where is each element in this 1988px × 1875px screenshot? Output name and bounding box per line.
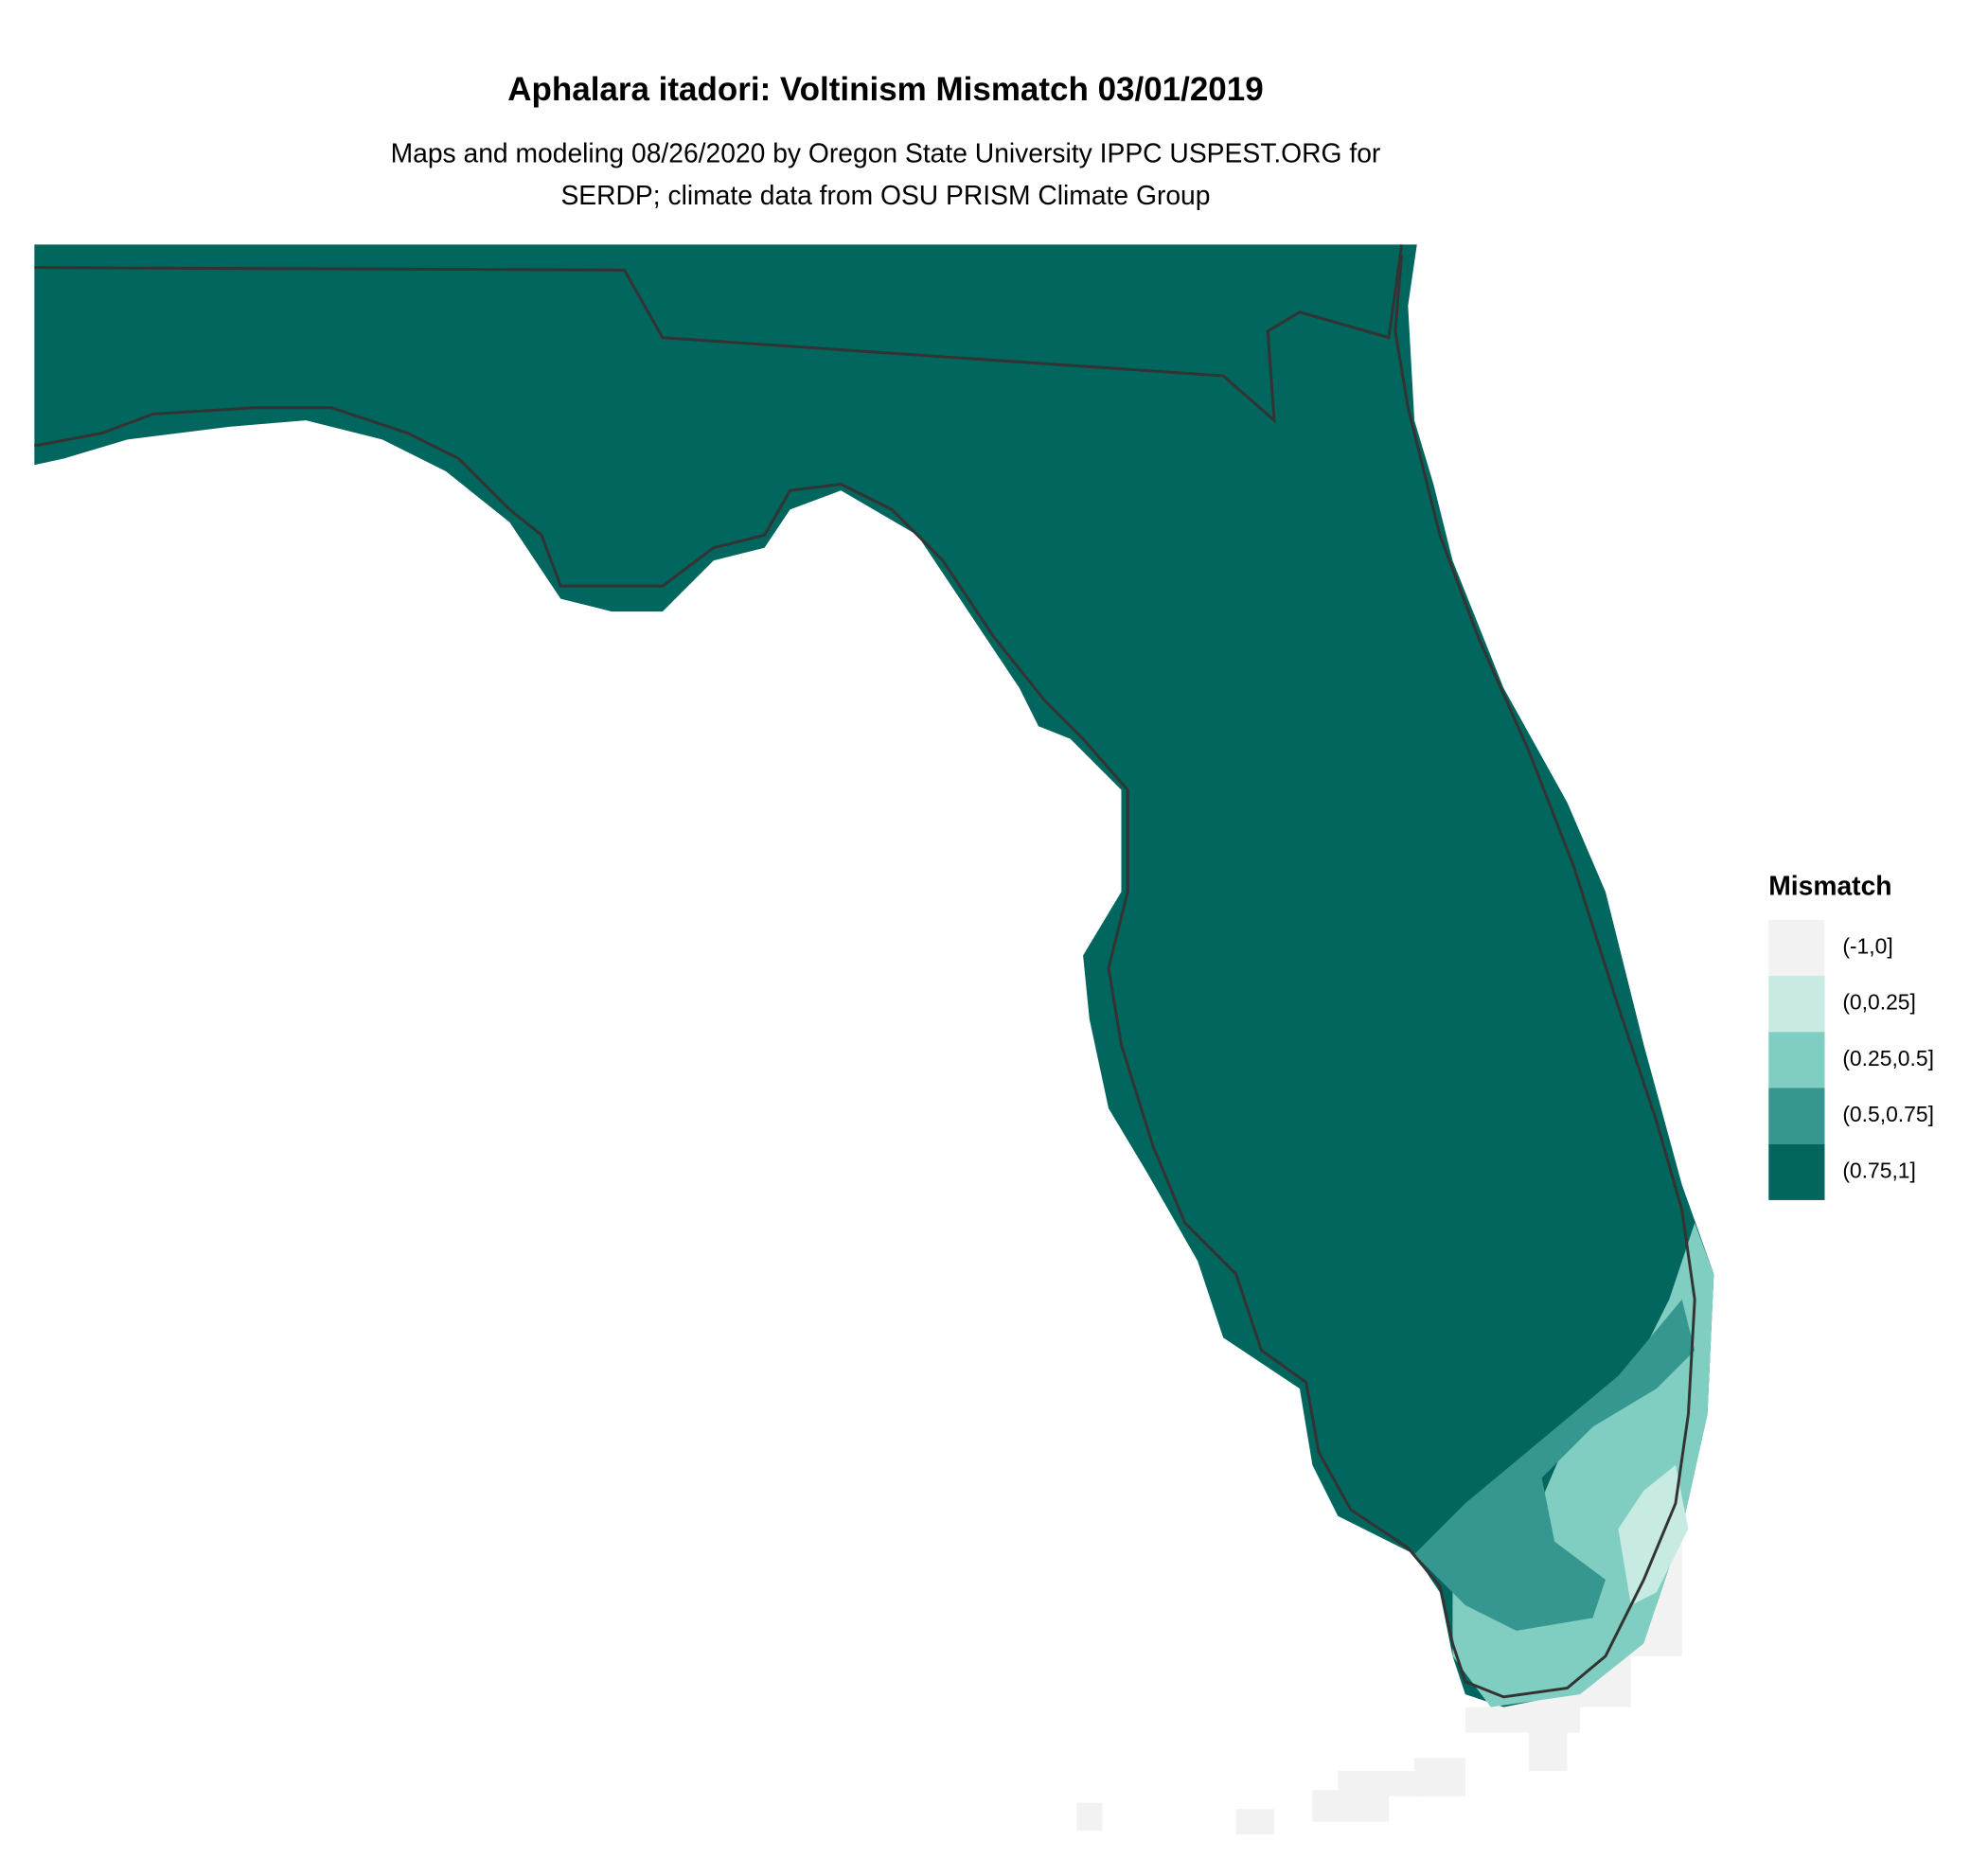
legend: Mismatch (-1,0] (0,0.25] (0.25,0.5] (0.5,0.… <box>1768 871 1934 1200</box>
legend-swatch <box>1768 919 1825 977</box>
borders <box>34 244 1696 1699</box>
legend-swatch <box>1768 976 1825 1033</box>
legend-label: (0.25,0.5] <box>1842 1046 1934 1070</box>
legend-swatch <box>1768 1088 1825 1144</box>
legend-label: (0.5,0.75] <box>1842 1102 1934 1126</box>
mainland-region <box>34 244 1714 1707</box>
region-0-025 <box>1618 1464 1689 1605</box>
subtitle: SERDP; climate data from OSU PRISM Clima… <box>560 180 1210 210</box>
legend-items: (-1,0] (0,0.25] (0.25,0.5] (0.5,0.75] (0.75,… <box>1768 919 1934 1200</box>
legend-label: (-1,0] <box>1842 933 1892 958</box>
legend-label: (0,0.25] <box>1842 990 1916 1015</box>
legend-label: (0.75,1] <box>1842 1158 1916 1182</box>
region-05-075 <box>1414 1299 1695 1631</box>
title: Aphalara itadori: Voltinism Mismatch 03/… <box>507 71 1263 108</box>
keys-region <box>1076 1529 1682 1835</box>
legend-swatch <box>1768 1143 1825 1200</box>
map-frame: Aphalara itadori: Voltinism Mismatch 03/… <box>34 71 1934 1835</box>
legend-swatch <box>1768 1032 1825 1088</box>
subtitle: Maps and modeling 08/26/2020 by Oregon S… <box>391 138 1381 168</box>
legend-title: Mismatch <box>1768 871 1891 901</box>
